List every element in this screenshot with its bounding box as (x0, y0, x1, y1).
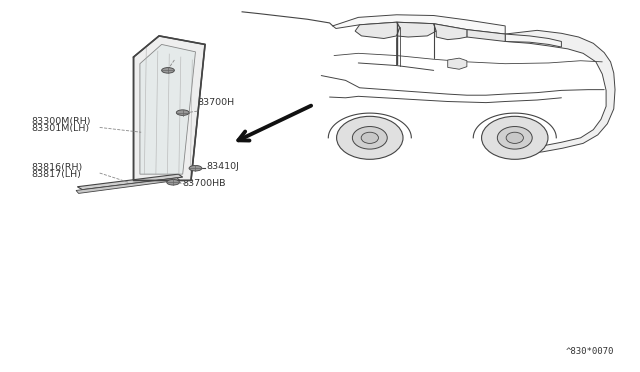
Polygon shape (76, 178, 179, 193)
Polygon shape (467, 30, 505, 41)
Ellipse shape (497, 126, 532, 149)
Polygon shape (333, 15, 505, 34)
Ellipse shape (337, 116, 403, 159)
Ellipse shape (353, 126, 387, 149)
Text: 83700H: 83700H (197, 98, 234, 107)
Text: 83410J: 83410J (206, 162, 239, 171)
Polygon shape (505, 31, 615, 153)
Text: 83816(RH): 83816(RH) (31, 163, 83, 172)
Text: 83817(LH): 83817(LH) (31, 170, 81, 179)
Polygon shape (448, 58, 467, 69)
Polygon shape (434, 24, 467, 39)
Text: 83700HB: 83700HB (182, 179, 226, 188)
Polygon shape (355, 22, 400, 38)
Polygon shape (397, 22, 436, 37)
Text: ^830*0070: ^830*0070 (565, 347, 614, 356)
Ellipse shape (176, 110, 189, 115)
Polygon shape (140, 44, 195, 174)
Ellipse shape (162, 68, 174, 73)
Text: 83700HA: 83700HA (152, 46, 196, 55)
Polygon shape (77, 174, 182, 190)
Text: 83301M(LH): 83301M(LH) (31, 124, 90, 134)
Ellipse shape (167, 180, 179, 185)
Polygon shape (319, 16, 620, 152)
Polygon shape (505, 34, 561, 47)
Ellipse shape (506, 132, 524, 144)
Ellipse shape (361, 132, 378, 144)
Ellipse shape (481, 116, 548, 159)
Text: 83300M(RH): 83300M(RH) (31, 117, 91, 126)
Polygon shape (134, 36, 205, 180)
Ellipse shape (189, 166, 202, 171)
